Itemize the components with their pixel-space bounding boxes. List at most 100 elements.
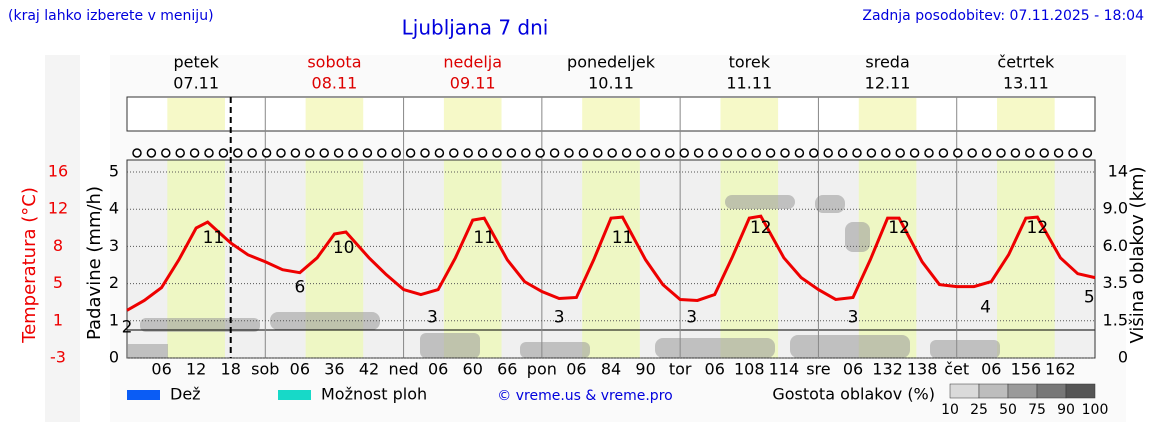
x-tick-label: 162 bbox=[1045, 360, 1076, 379]
wind-marker bbox=[132, 148, 142, 158]
density-tick-label: 100 bbox=[1082, 402, 1109, 418]
wind-marker bbox=[319, 148, 329, 158]
temp-annotation: 4 bbox=[980, 298, 991, 318]
cloud-axis-title: Višina oblakov (km) bbox=[1127, 166, 1148, 343]
daylight-icon-band bbox=[305, 98, 364, 130]
temp-tick-label: 12 bbox=[48, 199, 68, 218]
wind-marker bbox=[218, 148, 229, 158]
x-tick-label: sre bbox=[806, 360, 830, 379]
day-name: torek bbox=[729, 53, 771, 72]
legend-label: Dež bbox=[170, 385, 201, 404]
temp-tick-label: -3 bbox=[50, 348, 66, 367]
wind-marker bbox=[751, 148, 761, 158]
y-tick-label: 4 bbox=[109, 199, 119, 218]
wind-marker bbox=[391, 148, 401, 158]
wind-marker bbox=[377, 148, 387, 158]
density-tick-label: 25 bbox=[970, 402, 988, 418]
wind-marker bbox=[809, 148, 819, 158]
wind-marker bbox=[837, 148, 848, 158]
y-tick-label: 5 bbox=[109, 162, 119, 181]
wind-marker bbox=[996, 148, 1006, 158]
temp-annotation: 6 bbox=[294, 278, 305, 298]
x-tick-label: 06 bbox=[705, 360, 725, 379]
daylight-band bbox=[582, 160, 640, 358]
temp-annotation: 11 bbox=[473, 228, 495, 248]
cloud-tick-label: 3.5 bbox=[1103, 273, 1128, 292]
y-tick-label: 3 bbox=[109, 236, 119, 255]
y-tick-label: 2 bbox=[109, 273, 119, 292]
daylight-icon-band bbox=[443, 98, 502, 130]
wind-marker bbox=[175, 148, 185, 158]
wind-marker bbox=[290, 148, 301, 158]
x-tick-label: sob bbox=[251, 360, 279, 379]
wind-marker bbox=[967, 148, 977, 158]
day-name: četrtek bbox=[997, 53, 1055, 72]
temp-annotation: 11 bbox=[203, 228, 225, 248]
density-swatch bbox=[949, 383, 980, 399]
density-tick-label: 75 bbox=[1028, 402, 1046, 418]
temp-axis-title: Temperatura (°C) bbox=[19, 187, 40, 344]
wind-marker bbox=[737, 148, 747, 158]
cloud-blob bbox=[655, 338, 775, 358]
x-tick-label: 36 bbox=[324, 360, 344, 379]
credit: © vreme.us & vreme.pro bbox=[497, 388, 672, 404]
day-date: 13.11 bbox=[1003, 74, 1049, 93]
x-tick-label: 156 bbox=[1011, 360, 1042, 379]
wind-marker bbox=[1068, 148, 1078, 158]
wind-marker bbox=[276, 148, 286, 158]
wind-marker bbox=[420, 148, 430, 158]
cloud-blob bbox=[520, 342, 590, 358]
x-tick-label: 90 bbox=[635, 360, 655, 379]
wind-marker bbox=[549, 148, 560, 158]
wind-marker bbox=[348, 148, 358, 158]
y-tick-label: 0 bbox=[109, 348, 119, 367]
wind-marker bbox=[261, 148, 272, 158]
density-tick-label: 10 bbox=[941, 402, 959, 418]
wind-marker bbox=[679, 148, 689, 158]
x-tick-label: 06 bbox=[981, 360, 1001, 379]
temp-tick-label: 8 bbox=[53, 236, 63, 255]
temp-annotation: 12 bbox=[1027, 218, 1049, 238]
x-tick-label: 84 bbox=[601, 360, 621, 379]
wind-marker bbox=[146, 148, 157, 158]
x-tick-label: 108 bbox=[734, 360, 765, 379]
wind-marker bbox=[161, 148, 171, 158]
wind-marker bbox=[708, 148, 718, 158]
cloud-blob bbox=[930, 340, 1000, 358]
temp-tick-label: 1 bbox=[53, 310, 63, 329]
wind-marker bbox=[924, 148, 934, 158]
wind-marker bbox=[953, 148, 963, 158]
left-panel bbox=[45, 55, 80, 422]
legend-label: Možnost ploh bbox=[321, 385, 427, 404]
cloud-blob bbox=[815, 195, 845, 213]
temperature-line bbox=[126, 214, 1096, 312]
wind-marker bbox=[564, 148, 574, 158]
x-tick-label: 66 bbox=[497, 360, 517, 379]
x-tick-label: 132 bbox=[872, 360, 903, 379]
wind-marker bbox=[1082, 148, 1093, 158]
temp-annotation: 5 bbox=[1084, 288, 1095, 308]
wind-marker bbox=[405, 148, 416, 158]
daylight-icon-band bbox=[997, 98, 1055, 130]
wind-marker bbox=[852, 148, 862, 158]
x-tick-label: ned bbox=[389, 360, 419, 379]
cloud-blob bbox=[420, 333, 480, 358]
wind-marker bbox=[650, 148, 661, 158]
wind-marker bbox=[794, 148, 805, 158]
day-name: ponedeljek bbox=[567, 53, 656, 72]
cloud-tick-label: 1.5 bbox=[1103, 310, 1128, 329]
cloud-blob bbox=[128, 344, 168, 358]
day-date: 11.11 bbox=[726, 74, 772, 93]
wind-marker bbox=[535, 148, 545, 158]
temp-annotation: 3 bbox=[848, 307, 859, 327]
legend-swatch bbox=[127, 390, 160, 400]
day-name: petek bbox=[173, 53, 219, 72]
wind-marker bbox=[204, 148, 214, 158]
cloud-blob bbox=[725, 195, 795, 209]
x-tick-label: 06 bbox=[566, 360, 586, 379]
density-tick-label: 50 bbox=[999, 402, 1017, 418]
wind-marker bbox=[1010, 148, 1021, 158]
wind-marker bbox=[780, 148, 790, 158]
day-name: nedelja bbox=[443, 53, 502, 72]
wind-marker bbox=[189, 148, 200, 158]
